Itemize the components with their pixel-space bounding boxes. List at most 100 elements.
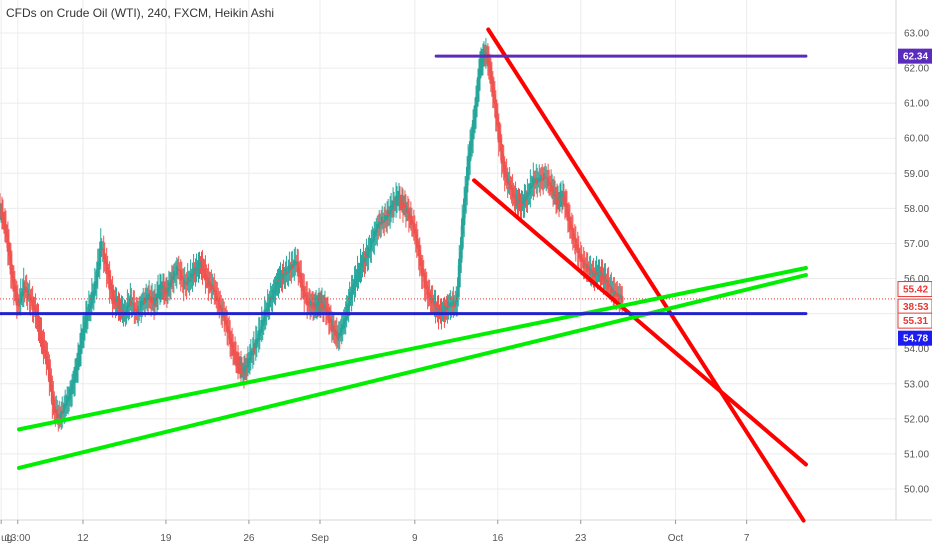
price-tag-label: 55.42 (903, 285, 928, 296)
candle-body (508, 180, 511, 190)
time-tick-label: 9 (412, 533, 418, 544)
trend-line (16, 273, 808, 470)
candle-body (272, 292, 275, 295)
time-tick-label: 12 (77, 533, 89, 544)
candle-body (77, 353, 81, 361)
candle-body (171, 279, 175, 281)
candle-body (287, 272, 290, 274)
candle-body (199, 265, 202, 269)
candle-body (393, 204, 397, 206)
candle-body (449, 303, 452, 307)
candle-body (321, 302, 325, 309)
candle-body (185, 282, 188, 286)
candle-body (183, 280, 186, 284)
candle-body (128, 304, 131, 307)
candle-body (51, 384, 54, 405)
price-tag-label: 38:53 (903, 302, 929, 313)
price-tick-label: 62.00 (904, 64, 929, 75)
time-tick-label: 23 (575, 533, 587, 544)
trend-lines (0, 27, 808, 523)
candle-body (259, 331, 262, 333)
candle-body (64, 403, 68, 407)
candle-body (69, 393, 73, 395)
candle-body (520, 203, 523, 208)
candle-body (399, 201, 403, 203)
candles (0, 38, 624, 432)
candle-body (222, 312, 226, 318)
time-tick-label: 16 (492, 533, 504, 544)
candle-body (218, 299, 221, 311)
candle-body (311, 305, 315, 309)
candle-body (481, 57, 485, 62)
candle-body (279, 274, 282, 281)
candle-body (256, 340, 259, 342)
candle-body (586, 265, 589, 269)
chart-title: CFDs on Crude Oil (WTI), 240, FXCM, Heik… (6, 6, 275, 20)
candle-body (621, 296, 624, 303)
price-tag-label: 54.78 (903, 334, 928, 345)
candle-body (1, 212, 5, 225)
candle-body (435, 307, 438, 311)
candle-body (529, 183, 532, 194)
candle-body (593, 273, 596, 278)
price-tick-label: 61.00 (904, 99, 929, 110)
candle-body (602, 274, 605, 281)
candle-body (289, 268, 292, 271)
candle-body (466, 158, 470, 180)
candle-body (374, 235, 377, 237)
time-tick-label: Oct (668, 533, 684, 544)
price-tag (897, 281, 932, 298)
candle-body (355, 279, 358, 281)
candle-body (168, 286, 172, 288)
candle-body (345, 304, 348, 318)
candle-body (352, 288, 355, 290)
candle-body (184, 282, 187, 284)
candle-body (524, 195, 527, 202)
price-tick-label: 50.00 (904, 485, 929, 496)
candle-body (267, 306, 270, 308)
candle-body (591, 272, 594, 279)
candle-body (180, 275, 183, 280)
candle-body (117, 304, 120, 309)
price-tick-label: 53.00 (904, 379, 929, 390)
candle-body (446, 307, 449, 310)
candle-body (73, 369, 77, 383)
candle-body (324, 306, 328, 312)
candle-body (397, 196, 401, 200)
candle-body (294, 260, 297, 265)
candle-body (542, 178, 545, 181)
candle-body (582, 259, 585, 269)
trend-line (486, 27, 806, 523)
candle-body (253, 348, 257, 350)
candle-body (434, 302, 437, 312)
candle-body (164, 288, 168, 292)
price-tags: 62.34 55.42 38:53 55.31 54.78 (897, 48, 932, 346)
price-tick-label: 52.00 (904, 414, 929, 425)
candle-body (322, 305, 326, 311)
candle-body (135, 309, 138, 311)
candle-body (377, 228, 380, 230)
candle-body (499, 137, 502, 151)
candle-body (80, 336, 84, 344)
price-tick-label: 60.00 (904, 134, 929, 145)
price-tag (898, 330, 932, 346)
candle-body (549, 182, 553, 192)
candle-body (15, 291, 18, 306)
candle-body (550, 185, 554, 187)
candle-body (79, 335, 83, 353)
candle-body (41, 338, 44, 342)
candle-body (380, 223, 383, 225)
candle-body (370, 238, 373, 250)
candle-body (368, 248, 371, 253)
candle-body (66, 400, 70, 402)
candle-body (236, 358, 240, 368)
candle-body (270, 298, 273, 300)
candle-body (375, 228, 378, 236)
candle-body (89, 301, 93, 308)
price-tag-label: 55.31 (903, 316, 928, 327)
candle-body (337, 332, 340, 338)
candle-body (104, 259, 107, 263)
candle-body (275, 285, 278, 287)
